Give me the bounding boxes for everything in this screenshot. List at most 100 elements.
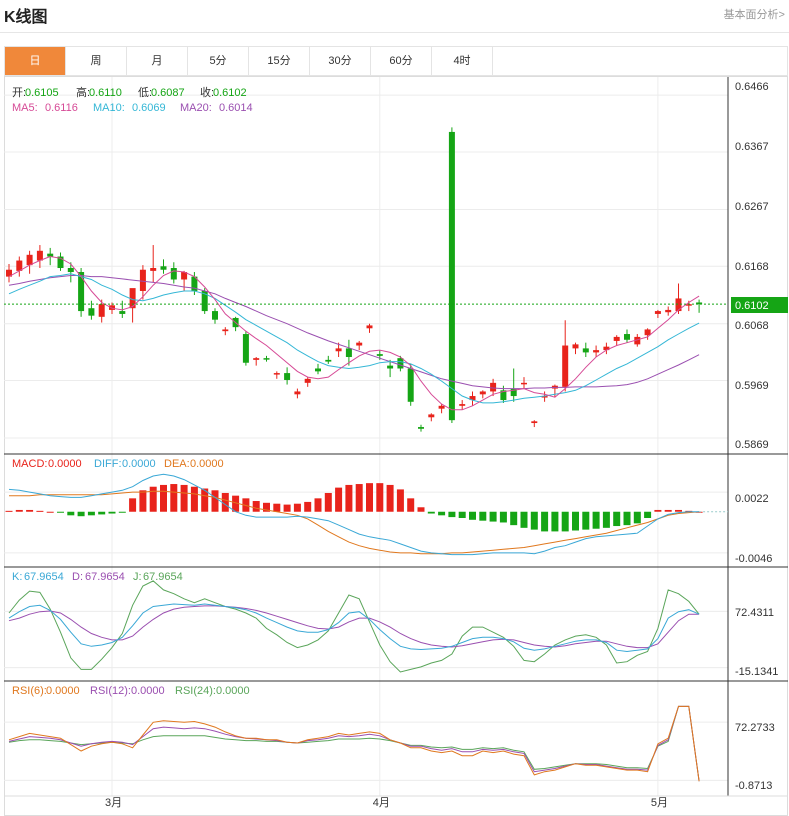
candle-body	[109, 305, 115, 310]
macd-bar	[314, 498, 322, 512]
macd-bar	[98, 511, 106, 515]
k-value: 67.9654	[24, 571, 64, 583]
k-line	[8, 603, 700, 653]
rsi24-line	[8, 705, 700, 782]
rsi24-label: RSI(24):	[175, 685, 216, 697]
macd-bar	[479, 511, 487, 521]
macd-bar	[221, 492, 229, 512]
candle-body	[201, 290, 208, 312]
rsi12-line	[8, 705, 700, 782]
tab-4hour[interactable]: 4时	[432, 47, 493, 75]
rsi12-value: 0.0000	[131, 685, 165, 697]
tab-day[interactable]: 日	[5, 47, 66, 75]
low-value: 0.6087	[151, 87, 185, 99]
grid-lines	[4, 77, 728, 796]
rsi6-line	[8, 705, 700, 782]
d-line	[8, 605, 700, 649]
macd-bar	[139, 490, 147, 512]
candle-body	[150, 268, 157, 271]
macd-bar	[263, 502, 270, 512]
macd-bar	[510, 511, 518, 526]
macd-bar	[644, 511, 652, 518]
candle-body	[603, 346, 610, 351]
k-label: K:	[12, 571, 22, 583]
panel-separators	[4, 77, 788, 797]
ma5-line	[8, 255, 700, 411]
macd-bar	[633, 511, 641, 524]
macd-bar	[190, 486, 198, 512]
j-label: J:	[133, 571, 142, 583]
macd-bar	[541, 511, 549, 532]
macd-bar	[355, 484, 363, 512]
candle-body	[593, 350, 600, 353]
candle-body	[531, 421, 538, 424]
y-tick-label: 0.6068	[735, 320, 769, 332]
macd-bar	[592, 511, 600, 529]
low-label: 低:	[138, 86, 152, 99]
macd-bar	[675, 509, 682, 512]
open-value: 0.6105	[25, 87, 59, 99]
macd-bar	[469, 511, 476, 520]
tab-month[interactable]: 月	[127, 47, 188, 75]
candle-body	[572, 344, 579, 349]
j-value: 67.9654	[143, 571, 183, 583]
ma20-label: MA20:	[180, 102, 212, 114]
candle-body	[397, 358, 404, 369]
macd-bar	[160, 484, 167, 512]
x-label-april: 4月	[373, 797, 390, 809]
tab-15min[interactable]: 15分	[249, 47, 310, 75]
candle-body	[387, 365, 394, 369]
candle-body	[242, 334, 249, 363]
candle-body	[26, 254, 33, 266]
y-tick-label: 0.6267	[735, 201, 769, 213]
d-value: 67.9654	[85, 571, 125, 583]
macd-bar	[345, 484, 353, 512]
open-label: 开:	[12, 87, 26, 99]
macd-bar	[252, 501, 260, 512]
tab-week[interactable]: 周	[66, 47, 127, 75]
macd-bar	[293, 503, 301, 512]
macd-bar	[273, 503, 281, 512]
macd-bar	[572, 511, 579, 531]
tab-30min[interactable]: 30分	[310, 47, 371, 75]
candle-body	[335, 348, 342, 352]
ma20-value: 0.6014	[219, 102, 253, 114]
dea-line	[9, 490, 700, 555]
macd-bar	[57, 511, 64, 513]
macd-bar	[211, 490, 219, 512]
fundamental-analysis-link[interactable]: 基本面分析>	[723, 9, 785, 21]
tab-5min[interactable]: 5分	[188, 47, 249, 75]
j-line	[8, 580, 700, 673]
macd-bar	[613, 511, 621, 527]
candle-body	[459, 404, 466, 406]
tab-60min[interactable]: 60分	[371, 47, 432, 75]
candle-body	[294, 391, 301, 395]
candle-body	[212, 311, 218, 320]
candle-body	[479, 391, 486, 395]
candle-body	[644, 329, 651, 336]
macd-bar	[108, 511, 116, 514]
candle-body	[376, 354, 383, 356]
macd-bar	[170, 484, 178, 512]
macd-bar	[427, 511, 435, 514]
macd-bar	[623, 511, 631, 526]
candle-body	[325, 359, 332, 362]
macd-value: 0.0000	[48, 458, 82, 470]
d-label: D:	[72, 571, 83, 583]
candle-body	[665, 309, 672, 313]
macd-bar	[87, 511, 95, 516]
chart-marks	[4, 127, 728, 782]
candle-body	[16, 260, 23, 271]
rsi24-value: 0.0000	[216, 685, 250, 697]
candle-body	[418, 427, 424, 429]
macd-bar	[489, 511, 497, 522]
macd-bar	[602, 511, 610, 528]
candle-body	[696, 302, 703, 305]
candle-body	[582, 348, 589, 353]
candle-body	[654, 311, 661, 314]
diff-value: 0.0000	[122, 458, 156, 470]
macd-bar	[654, 509, 662, 512]
ma10-line	[8, 273, 700, 404]
candle-body	[315, 368, 321, 372]
